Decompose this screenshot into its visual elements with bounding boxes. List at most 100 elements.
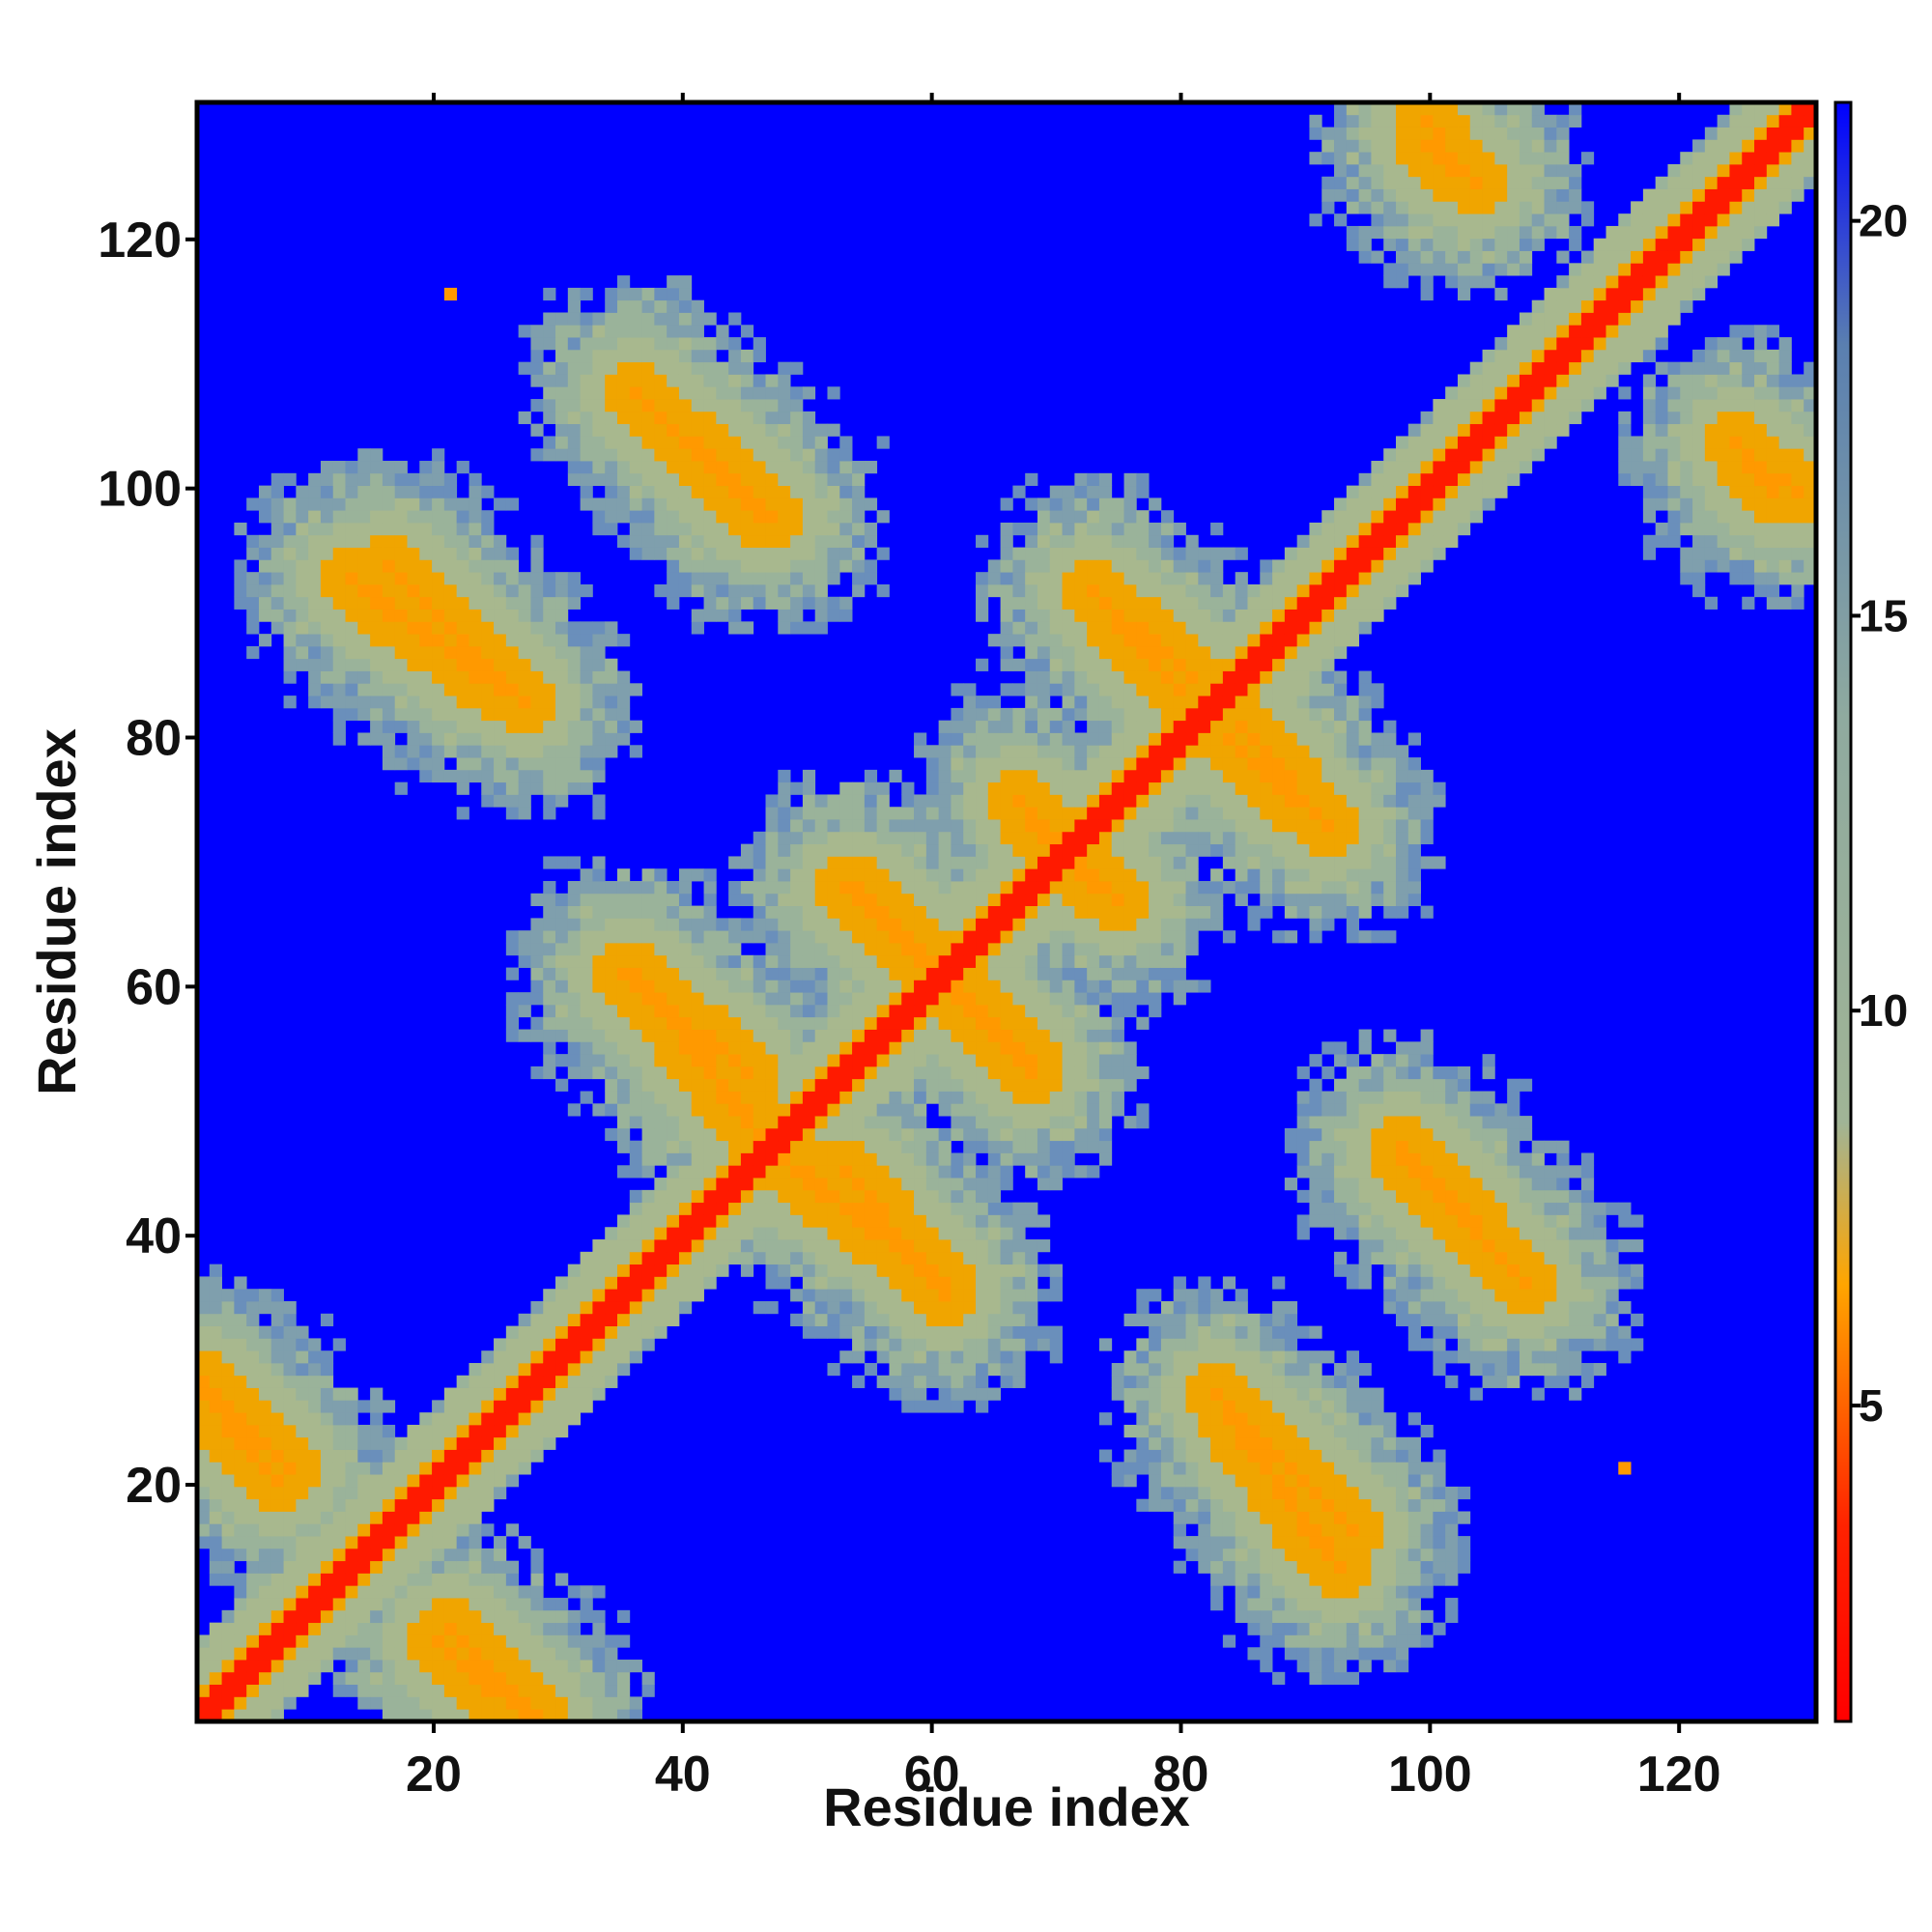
heatmap-cell [691,361,704,375]
heatmap-cell [481,634,495,647]
heatmap-cell [234,1536,247,1549]
heatmap-cell [283,1609,297,1624]
heatmap-cell [605,1289,618,1302]
heatmap-cell [1272,881,1286,895]
heatmap-cell [790,881,804,895]
heatmap-cell [1074,683,1088,696]
heatmap-cell [852,547,866,560]
heatmap-cell [616,423,631,437]
heatmap-cell [654,1091,668,1104]
heatmap-cell [209,1350,222,1364]
heatmap-cell [530,1362,544,1377]
heatmap-cell [976,534,989,548]
heatmap-cell [530,1647,544,1661]
heatmap-cell [1284,583,1298,598]
heatmap-cell [543,287,556,301]
heatmap-cell [209,1634,222,1648]
heatmap-cell [308,1462,322,1475]
heatmap-cell [1087,497,1100,511]
heatmap-cell [901,1301,915,1315]
heatmap-cell [1098,831,1113,845]
heatmap-cell [605,299,618,313]
heatmap-cell [802,868,816,882]
heatmap-cell [740,1116,754,1129]
heatmap-cell [469,1671,482,1686]
heatmap-cell [1000,1029,1013,1042]
heatmap-cell [1111,707,1124,722]
heatmap-cell [419,1511,433,1524]
heatmap-cell [270,1696,284,1710]
heatmap-cell [629,1140,642,1153]
heatmap-cell [1098,1041,1113,1055]
heatmap-cell [518,609,531,622]
heatmap-cell [1025,1276,1038,1290]
heatmap-cell [394,1696,408,1710]
heatmap-cell [1037,732,1051,746]
heatmap-cell [407,757,420,771]
heatmap-cell [1123,757,1137,771]
heatmap-cell [864,819,878,833]
heatmap-cell [1272,1436,1286,1450]
heatmap-cell [270,510,284,524]
heatmap-cell [234,1350,247,1364]
heatmap-cell [1098,696,1113,709]
heatmap-cell [530,930,544,944]
heatmap-cell [667,559,680,573]
heatmap-cell [332,707,346,722]
heatmap-cell [987,696,1001,709]
heatmap-cell [394,1598,408,1611]
heatmap-cell [716,942,729,956]
heatmap-cell [1123,1387,1137,1401]
heatmap-cell [494,1486,507,1500]
heatmap-cell [382,1598,396,1611]
heatmap-cell [407,1573,420,1586]
heatmap-cell [419,683,433,696]
heatmap-cell [1272,1276,1286,1290]
heatmap-cell [1260,794,1273,808]
heatmap-cell [469,1647,482,1661]
heatmap-cell [1210,893,1224,906]
heatmap-cell [345,1573,358,1586]
heatmap-cell [616,893,631,906]
heatmap-cell [1247,807,1261,820]
heatmap-cell [494,1598,507,1611]
heatmap-cell [332,1548,346,1562]
heatmap-cell [678,337,693,351]
heatmap-cell [1000,856,1013,869]
heatmap-cell [530,683,544,696]
heatmap-cell [963,918,977,931]
heatmap-cell [1049,645,1063,660]
heatmap-cell [419,1548,433,1562]
heatmap-cell [976,1202,989,1215]
heatmap-cell [518,1671,531,1686]
heatmap-cell [1235,1412,1248,1426]
heatmap-cell [1136,807,1150,820]
heatmap-cell [246,1486,260,1500]
heatmap-cell [629,312,642,326]
heatmap-cell [740,411,754,425]
heatmap-cell [1111,1462,1124,1475]
heatmap-cell [963,1065,977,1080]
heatmap-cell [889,954,902,968]
heatmap-cell [976,745,989,758]
heatmap-cell [1025,980,1038,993]
heatmap-cell [580,1362,593,1377]
heatmap-cell [1173,658,1186,671]
heatmap-cell [518,1375,531,1388]
heatmap-cell [827,1325,840,1339]
heatmap-cell [1284,1313,1298,1326]
heatmap-cell [667,312,680,326]
heatmap-cell [963,868,977,882]
heatmap-cell [876,856,890,869]
heatmap-cell [963,1227,977,1240]
heatmap-cell [976,992,989,1006]
heatmap-cell [889,1140,902,1153]
heatmap-cell [654,374,668,387]
heatmap-cell [246,1660,260,1673]
heatmap-cell [308,683,322,696]
heatmap-cell [814,497,828,511]
heatmap-cell [592,1647,606,1661]
heatmap-cell [530,942,544,956]
heatmap-cell [963,881,977,895]
heatmap-cell [197,1387,211,1401]
